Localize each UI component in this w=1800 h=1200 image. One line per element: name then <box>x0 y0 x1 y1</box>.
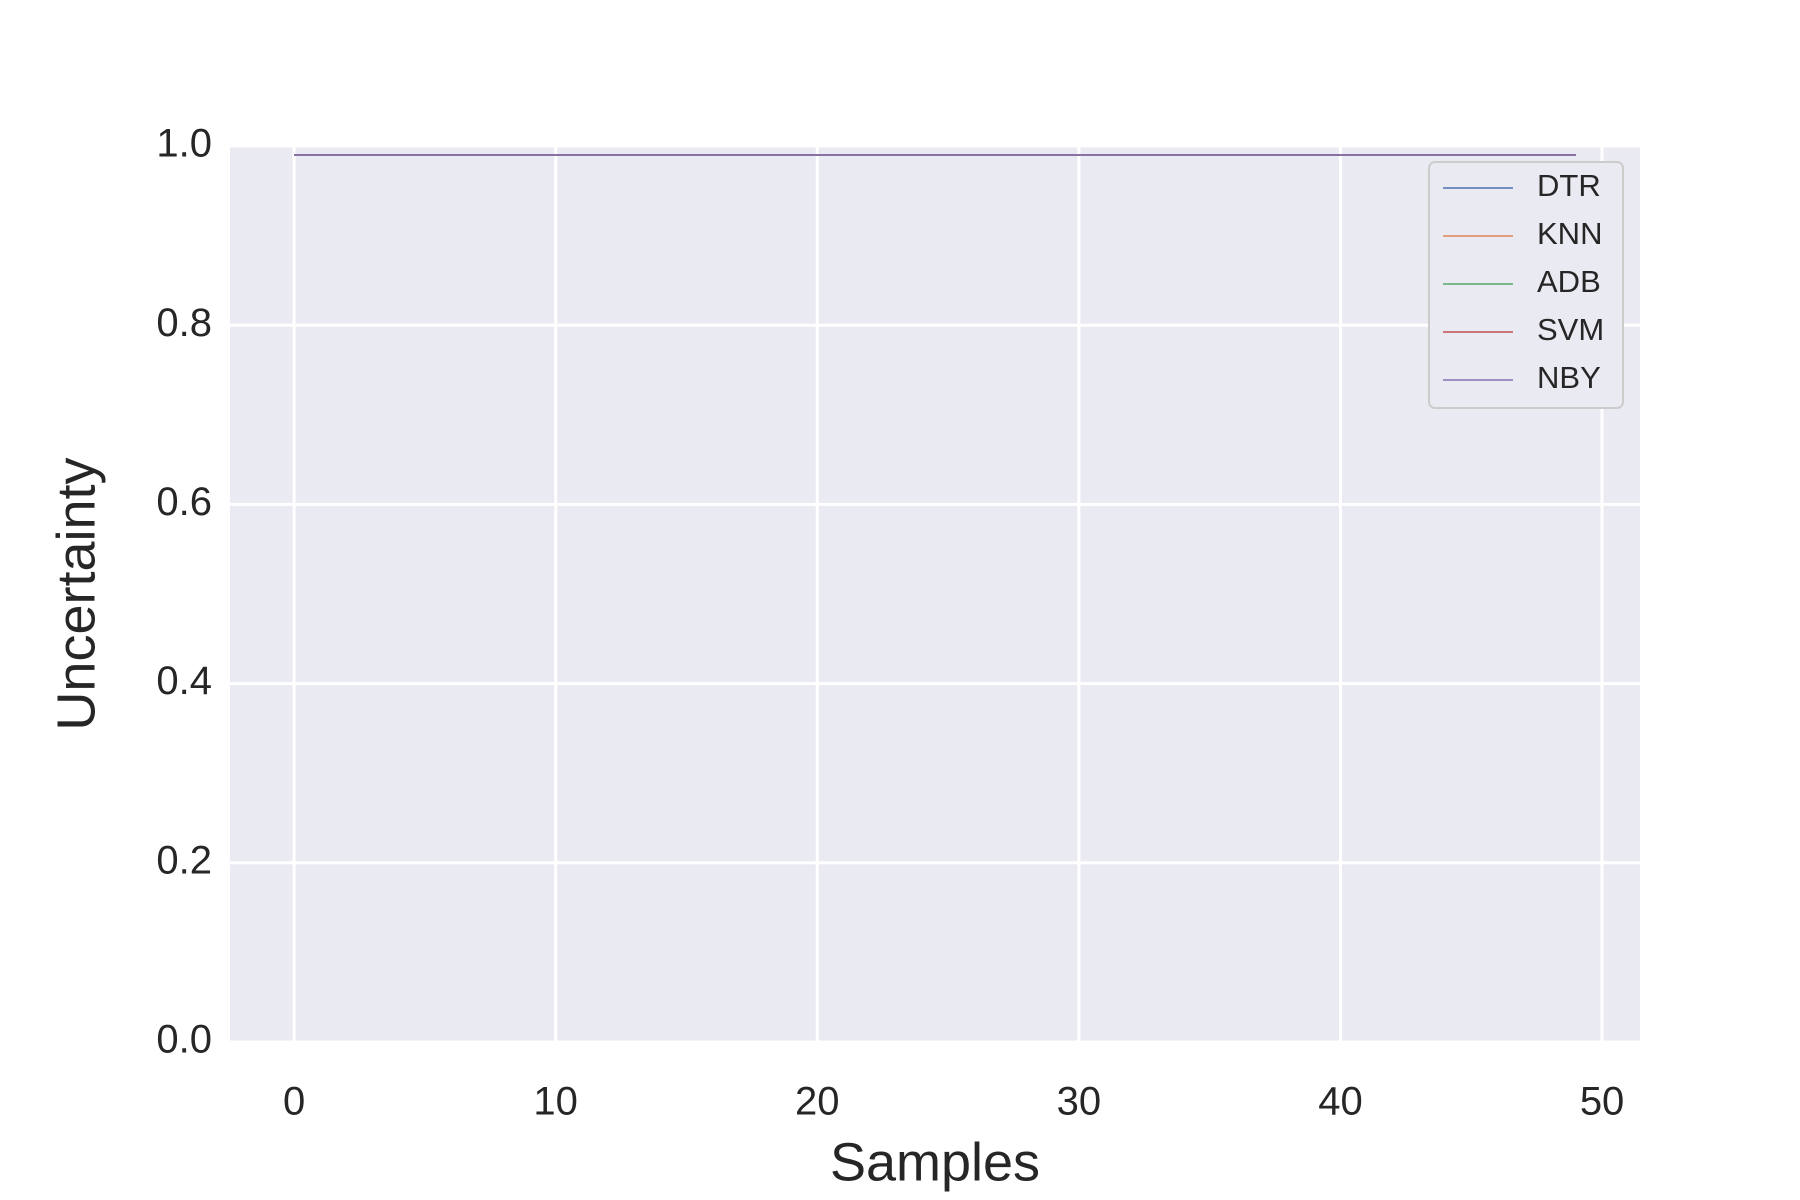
x-tick-label: 30 <box>1057 1080 1102 1124</box>
y-tick-label: 0.4 <box>156 659 212 703</box>
legend-label: ADB <box>1537 264 1601 299</box>
plot-area <box>230 146 1640 1042</box>
legend-label: SVM <box>1537 312 1604 347</box>
legend-label: KNN <box>1537 216 1602 251</box>
x-tick-label: 40 <box>1318 1080 1363 1124</box>
x-tick-label: 50 <box>1580 1080 1625 1124</box>
y-tick-label: 0.0 <box>156 1018 212 1062</box>
y-tick-label: 0.8 <box>156 301 212 345</box>
x-tick-label: 10 <box>533 1080 578 1124</box>
y-axis-label: Uncertainty <box>46 457 106 730</box>
y-tick-label: 1.0 <box>156 122 212 166</box>
y-tick-label: 0.6 <box>156 480 212 524</box>
y-tick-label: 0.2 <box>156 838 212 882</box>
x-tick-label: 20 <box>795 1080 840 1124</box>
x-tick-label: 0 <box>283 1080 305 1124</box>
legend-label: NBY <box>1537 360 1601 395</box>
legend-label: DTR <box>1537 168 1601 203</box>
x-axis-label: Samples <box>830 1132 1040 1192</box>
legend-box <box>1428 161 1624 409</box>
